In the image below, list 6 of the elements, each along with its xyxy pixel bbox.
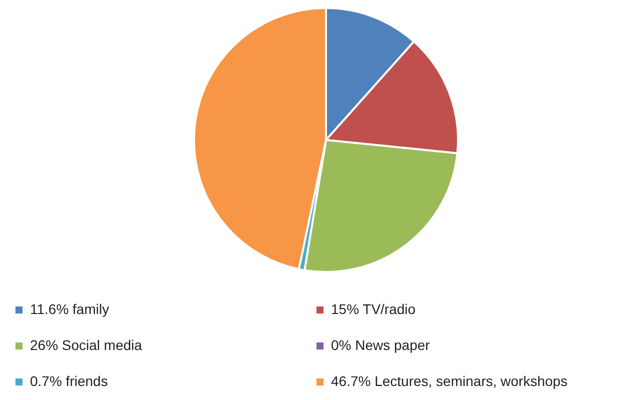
legend-label: 15% TV/radio (331, 301, 416, 317)
legend-label: 26% Social media (30, 337, 142, 353)
legend-label: 0% News paper (331, 337, 430, 353)
legend-label: 46.7% Lectures, seminars, workshops (331, 373, 568, 389)
legend-label: 11.6% family (30, 301, 110, 317)
legend-label: 0.7% friends (30, 373, 108, 389)
